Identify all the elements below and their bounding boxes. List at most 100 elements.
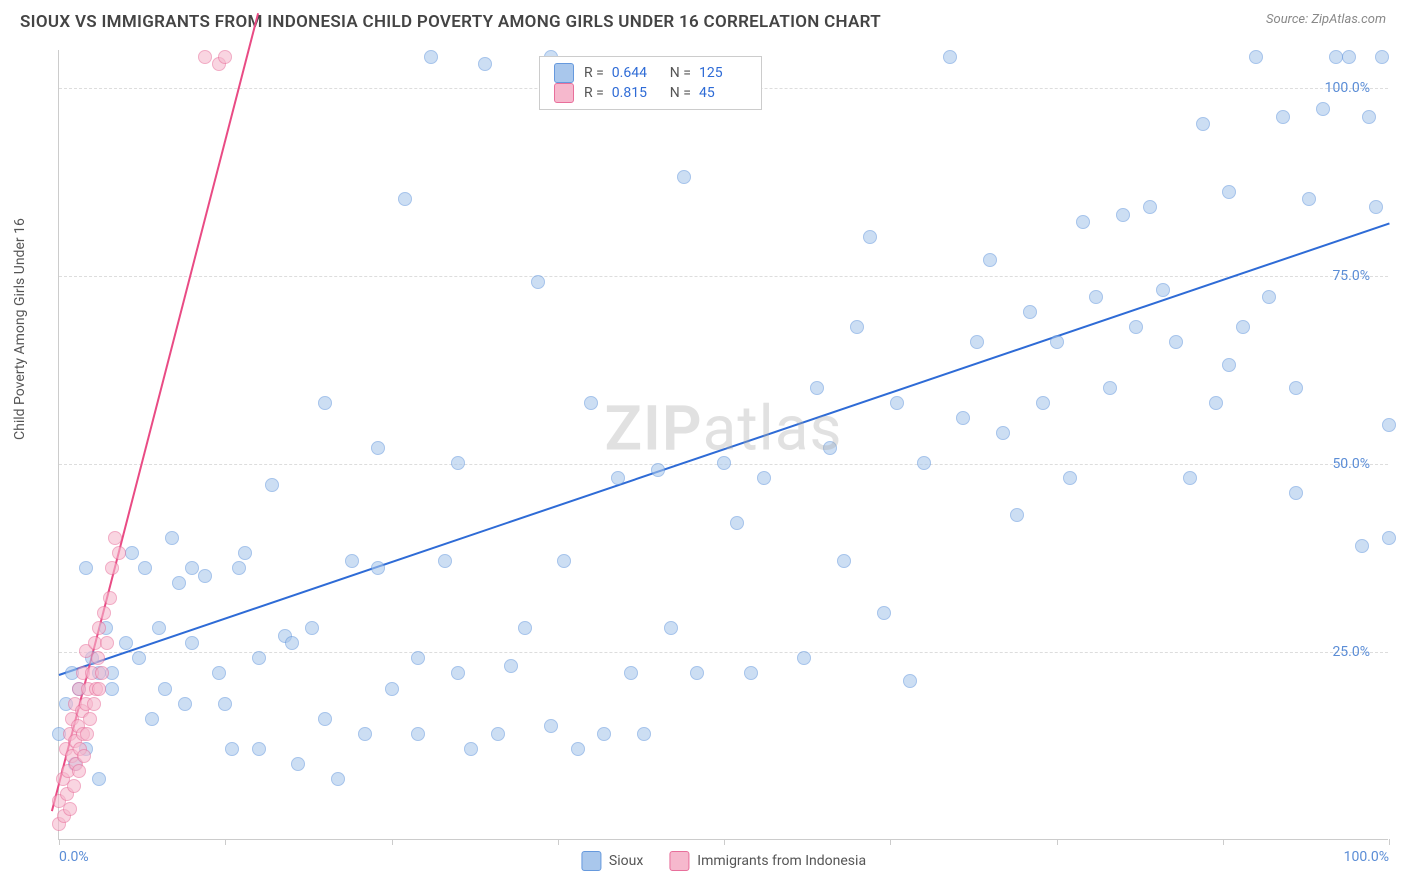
legend-swatch-indonesia bbox=[669, 851, 689, 871]
data-point bbox=[77, 749, 91, 763]
data-point bbox=[1236, 320, 1250, 334]
data-point bbox=[651, 463, 665, 477]
data-point bbox=[597, 727, 611, 741]
data-point bbox=[95, 666, 109, 680]
data-point bbox=[265, 478, 279, 492]
data-point bbox=[1010, 508, 1024, 522]
legend-swatch-sioux bbox=[554, 63, 574, 83]
data-point bbox=[1382, 531, 1396, 545]
legend-row-indonesia: R = 0.815 N = 45 bbox=[554, 83, 747, 103]
data-point bbox=[79, 561, 93, 575]
data-point bbox=[100, 636, 114, 650]
legend-item-sioux: Sioux bbox=[581, 851, 643, 871]
data-point bbox=[531, 275, 545, 289]
data-point bbox=[1103, 381, 1117, 395]
data-point bbox=[80, 727, 94, 741]
data-point bbox=[125, 546, 139, 560]
data-point bbox=[358, 727, 372, 741]
x-tick bbox=[59, 839, 60, 845]
y-tick-label: 100.0% bbox=[1325, 80, 1370, 96]
y-tick-label: 25.0% bbox=[1332, 644, 1370, 660]
watermark-part1: ZIP bbox=[605, 392, 703, 465]
data-point bbox=[1169, 335, 1183, 349]
data-point bbox=[1249, 50, 1263, 64]
data-point bbox=[172, 576, 186, 590]
data-point bbox=[983, 253, 997, 267]
data-point bbox=[1316, 102, 1330, 116]
data-point bbox=[438, 554, 452, 568]
data-point bbox=[1050, 335, 1064, 349]
data-point bbox=[185, 561, 199, 575]
data-point bbox=[103, 591, 117, 605]
data-point bbox=[1076, 215, 1090, 229]
data-point bbox=[424, 50, 438, 64]
data-point bbox=[677, 170, 691, 184]
data-point bbox=[478, 57, 492, 71]
n-label: N = bbox=[670, 85, 691, 101]
data-point bbox=[72, 764, 86, 778]
x-tick-label: 100.0% bbox=[1344, 849, 1389, 865]
data-point bbox=[67, 779, 81, 793]
data-point bbox=[1302, 192, 1316, 206]
data-point bbox=[1382, 418, 1396, 432]
data-point bbox=[225, 742, 239, 756]
data-point bbox=[218, 697, 232, 711]
legend-swatch-indonesia bbox=[554, 83, 574, 103]
data-point bbox=[285, 636, 299, 650]
data-point bbox=[105, 682, 119, 696]
data-point bbox=[1023, 305, 1037, 319]
x-tick bbox=[225, 839, 226, 845]
data-point bbox=[744, 666, 758, 680]
data-point bbox=[943, 50, 957, 64]
data-point bbox=[178, 697, 192, 711]
data-point bbox=[1143, 200, 1157, 214]
data-point bbox=[664, 621, 678, 635]
data-point bbox=[198, 50, 212, 64]
data-point bbox=[1375, 50, 1389, 64]
x-tick bbox=[1057, 839, 1058, 845]
scatter-plot-area: ZIPatlas R = 0.644 N = 125 R = 0.815 N =… bbox=[58, 50, 1388, 840]
watermark: ZIPatlas bbox=[605, 392, 843, 465]
x-tick bbox=[392, 839, 393, 845]
data-point bbox=[491, 727, 505, 741]
data-point bbox=[584, 396, 598, 410]
data-point bbox=[917, 456, 931, 470]
data-point bbox=[212, 666, 226, 680]
data-point bbox=[611, 471, 625, 485]
source-prefix: Source: bbox=[1266, 12, 1311, 27]
data-point bbox=[108, 531, 122, 545]
r-label: R = bbox=[584, 85, 604, 101]
data-point bbox=[145, 712, 159, 726]
data-point bbox=[305, 621, 319, 635]
data-point bbox=[1209, 396, 1223, 410]
data-point bbox=[717, 456, 731, 470]
data-point bbox=[637, 727, 651, 741]
data-point bbox=[1156, 283, 1170, 297]
data-point bbox=[398, 192, 412, 206]
n-label: N = bbox=[670, 65, 691, 81]
data-point bbox=[837, 554, 851, 568]
n-value: 125 bbox=[699, 65, 747, 81]
data-point bbox=[1276, 110, 1290, 124]
data-point bbox=[63, 802, 77, 816]
x-tick bbox=[1223, 839, 1224, 845]
data-point bbox=[1289, 381, 1303, 395]
data-point bbox=[132, 651, 146, 665]
source-citation: Source: ZipAtlas.com bbox=[1266, 12, 1386, 27]
data-point bbox=[1063, 471, 1077, 485]
data-point bbox=[1116, 208, 1130, 222]
data-point bbox=[87, 697, 101, 711]
data-point bbox=[291, 757, 305, 771]
data-point bbox=[504, 659, 518, 673]
data-point bbox=[185, 636, 199, 650]
y-axis-label: Child Poverty Among Girls Under 16 bbox=[12, 218, 28, 440]
data-point bbox=[165, 531, 179, 545]
source-name: ZipAtlas.com bbox=[1311, 12, 1386, 27]
r-label: R = bbox=[584, 65, 604, 81]
x-tick-label: 0.0% bbox=[59, 849, 89, 865]
data-point bbox=[863, 230, 877, 244]
data-point bbox=[318, 712, 332, 726]
data-point bbox=[92, 621, 106, 635]
chart-header: SIOUX VS IMMIGRANTS FROM INDONESIA CHILD… bbox=[0, 0, 1406, 40]
data-point bbox=[730, 516, 744, 530]
